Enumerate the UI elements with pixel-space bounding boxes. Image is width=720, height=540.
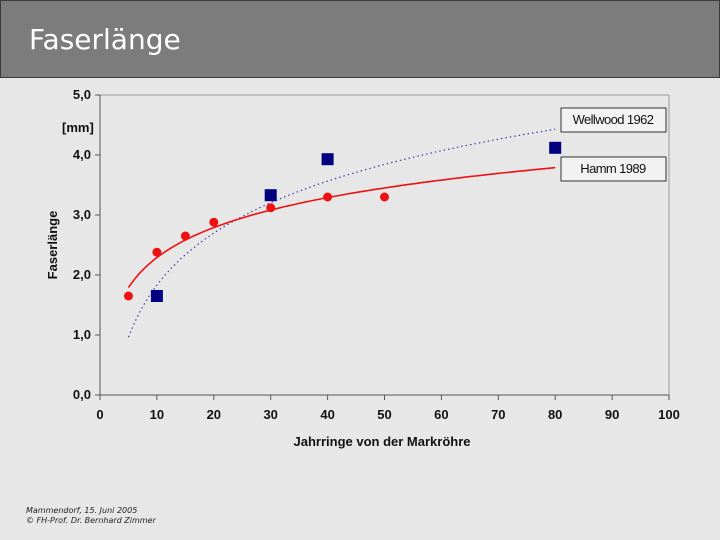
data-marks	[123, 141, 562, 302]
trend-curves	[127, 128, 556, 338]
x-tick-label: 90	[605, 407, 619, 422]
footer-place-date: Mammendorf, 15. Juni 2005	[26, 506, 138, 515]
y-tick-label: 1,0	[73, 327, 91, 342]
slide-title-bar: Faserlänge	[0, 0, 720, 78]
x-tick-label: 70	[491, 407, 505, 422]
x-tick-label: 20	[207, 407, 221, 422]
slide-title: Faserlänge	[29, 23, 181, 56]
data-point-wellwood	[321, 153, 334, 166]
x-tick-label: 0	[96, 407, 103, 422]
x-tick-label: 30	[263, 407, 277, 422]
x-axis-label: Jahrringe von der Markröhre	[294, 434, 471, 449]
legend-box-hamm: Hamm 1989	[560, 156, 667, 182]
y-tick-label: 3,0	[73, 207, 91, 222]
data-point-wellwood	[150, 290, 163, 302]
data-point-hamm	[323, 192, 333, 202]
data-point-hamm	[152, 247, 162, 257]
plot-area	[99, 94, 670, 396]
legend-box-wellwood: Wellwood 1962	[560, 107, 667, 133]
y-tick-label: 2,0	[73, 267, 91, 282]
axes: 0,0 1,0 2,0 3,0 4,0 5,0 0 10 20 30 40 50 60 70 80 90 100	[73, 87, 680, 422]
x-tick-label: 60	[434, 407, 448, 422]
x-tick-label: 50	[377, 407, 391, 422]
y-axis-unit: [mm]	[62, 120, 94, 135]
legend-label-hamm: Hamm 1989	[580, 161, 646, 176]
y-tick-label: 4,0	[73, 147, 91, 162]
x-tick-label: 10	[150, 407, 164, 422]
y-tick-label: 0,0	[73, 387, 91, 402]
data-point-wellwood	[264, 189, 277, 202]
data-point-hamm	[380, 192, 389, 202]
legend-label-wellwood: Wellwood 1962	[573, 112, 654, 127]
trend-line-hamm	[127, 166, 556, 288]
data-point-hamm	[180, 231, 190, 241]
slide-footer: Mammendorf, 15. Juni 2005 © FH-Prof. Dr.…	[26, 506, 156, 526]
footer-copyright: © FH-Prof. Dr. Bernhard Zimmer	[26, 516, 156, 525]
y-axis-label: Faserlänge	[45, 211, 60, 280]
data-point-hamm	[209, 217, 219, 227]
x-tick-label: 40	[320, 407, 334, 422]
trend-line-wellwood	[127, 128, 556, 338]
x-tick-label: 80	[548, 407, 562, 422]
y-tick-label: 5,0	[73, 87, 91, 102]
data-point-hamm	[266, 203, 276, 213]
data-point-hamm	[123, 291, 133, 301]
x-tick-label: 100	[658, 407, 680, 422]
data-point-wellwood	[549, 141, 562, 154]
